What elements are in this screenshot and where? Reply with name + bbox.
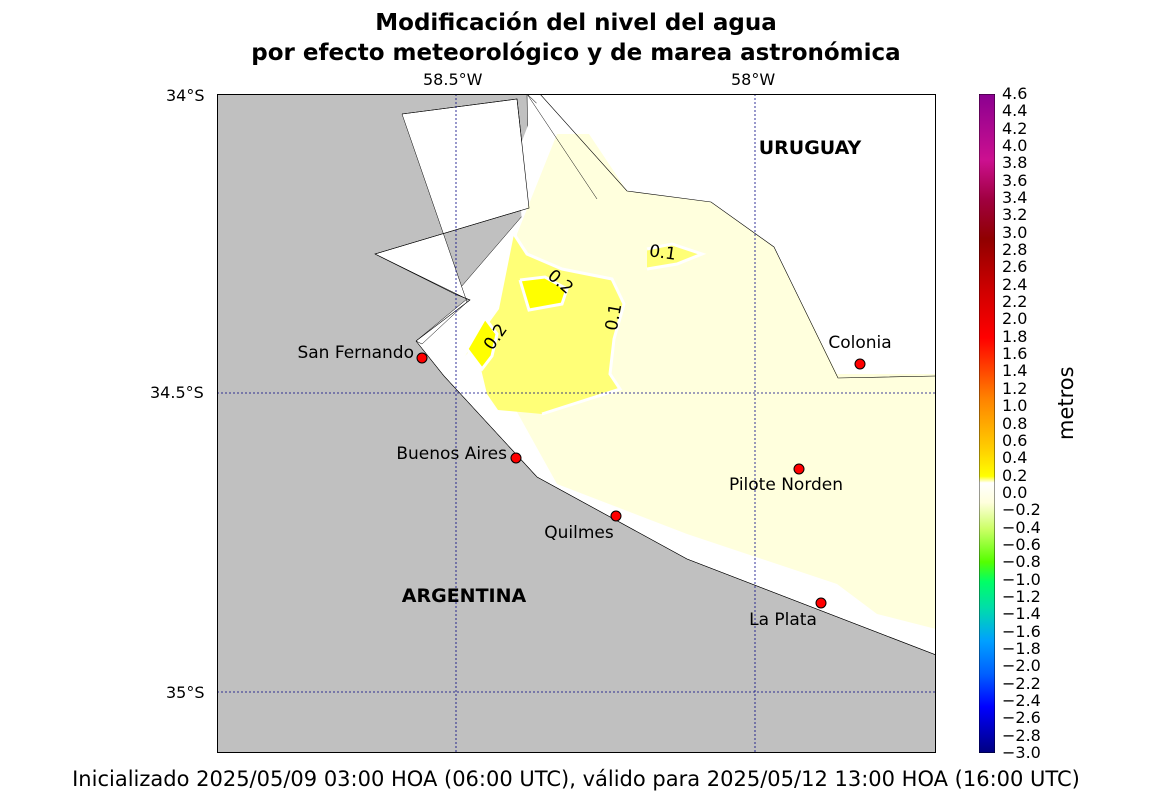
colorbar-tick-label: 1.0	[1002, 396, 1028, 416]
colorbar-scale	[979, 94, 995, 753]
coastline-argentina	[374, 98, 530, 342]
contour-line-0.2-west	[465, 315, 499, 372]
contour-fill-0.1-0.2	[465, 234, 624, 414]
colorbar-tick-label: 2.6	[1002, 257, 1028, 277]
colorbar-tick-label: −1.0	[1002, 569, 1041, 589]
colorbar-tick-label: 0.2	[1002, 465, 1028, 485]
country-label-argentina: ARGENTINA	[402, 585, 527, 607]
colorbar-tick-label: 2.2	[1002, 292, 1028, 312]
colorbar-tick-label: −1.6	[1002, 621, 1041, 641]
contour-label-0.1-east: 0.1	[648, 241, 678, 265]
footer-validity: Inicializado 2025/05/09 03:00 HOA (06:00…	[72, 767, 1080, 791]
colorbar-tick-label: −0.4	[1002, 517, 1041, 537]
lat-label-34: 34°S	[166, 86, 205, 105]
contour-line-0.2	[518, 275, 569, 312]
country-label-uruguay: URUGUAY	[759, 137, 862, 159]
colorbar	[979, 94, 995, 753]
colorbar-tick-label: 3.0	[1002, 222, 1028, 242]
colorbar-tick-label: 0.4	[1002, 448, 1028, 468]
colorbar-tick-label: 3.6	[1002, 170, 1028, 190]
colorbar-label: metros	[1054, 366, 1078, 440]
lon-label-58: 58°W	[731, 70, 776, 89]
channel-line	[526, 94, 598, 200]
colorbar-tick-label: −2.4	[1002, 690, 1041, 710]
lat-label-34-5: 34.5°S	[150, 383, 204, 402]
contour-line-0.1-east	[646, 242, 707, 271]
map-frame	[217, 94, 936, 753]
colorbar-tick-label: 0.8	[1002, 413, 1028, 433]
colorbar-tick-label: 0.6	[1002, 430, 1028, 450]
colorbar-tick-label: 3.4	[1002, 188, 1028, 208]
colorbar-tick-label: 2.4	[1002, 274, 1028, 294]
station-label-san-fernando: San Fernando	[297, 343, 414, 363]
colorbar-tick-label: 4.2	[1002, 118, 1028, 138]
contour-fill-0.2-0.3-north	[520, 277, 567, 310]
lat-label-35: 35°S	[166, 683, 205, 702]
colorbar-tick-label: 1.4	[1002, 361, 1028, 381]
station-marker-san-fernando[interactable]	[416, 352, 428, 364]
colorbar-tick-label: 0.0	[1002, 482, 1028, 502]
map-title-line1: Modificación del nivel del agua	[375, 10, 777, 36]
map-canvas[interactable]: 0.1 0.2 0.2 0.1 URUGUAY ARGENTINA San Fe…	[217, 94, 936, 753]
map-title-line2: por efecto meteorológico y de marea astr…	[251, 40, 901, 66]
station-label-buenos-aires: Buenos Aires	[396, 444, 507, 464]
colorbar-tick-label: −0.2	[1002, 500, 1041, 520]
colorbar-tick-label: 2.8	[1002, 240, 1028, 260]
station-marker-la-plata[interactable]	[815, 597, 827, 609]
colorbar-tick-label: −0.6	[1002, 534, 1041, 554]
colorbar-tick-label: −1.2	[1002, 586, 1041, 606]
colorbar-tick-label: −2.0	[1002, 656, 1041, 676]
colorbar-tick-label: −2.6	[1002, 708, 1041, 728]
colorbar-tick-label: 1.6	[1002, 344, 1028, 364]
colorbar-tick-label: 3.2	[1002, 205, 1028, 225]
colorbar-tick-label: 4.4	[1002, 101, 1028, 121]
colorbar-tick-label: 4.6	[1002, 84, 1028, 103]
colorbar-tick-label: −3.0	[1002, 743, 1041, 762]
station-label-la-plata: La Plata	[749, 610, 817, 630]
colorbar-tick-label: −2.8	[1002, 725, 1041, 745]
colorbar-tick-label: −1.4	[1002, 604, 1041, 624]
contour-line-0.1	[512, 233, 626, 416]
station-label-pilote-norden: Pilote Norden	[729, 475, 843, 495]
station-marker-quilmes[interactable]	[610, 510, 622, 522]
colorbar-tick-label: 1.2	[1002, 378, 1028, 398]
contour-fill-0-0.1	[507, 134, 936, 629]
station-marker-colonia[interactable]	[854, 358, 866, 370]
colorbar-tick-label: 3.8	[1002, 153, 1028, 173]
lon-label-58-5: 58.5°W	[423, 70, 483, 89]
coastline-argentina-south	[415, 340, 936, 656]
contour-label-0.1: 0.1	[602, 302, 626, 332]
station-marker-pilote-norden[interactable]	[793, 463, 805, 475]
station-label-colonia: Colonia	[828, 333, 891, 353]
coastline-uruguay	[539, 94, 936, 379]
colorbar-tick-label: −1.8	[1002, 638, 1041, 658]
colorbar-tick-label: 1.8	[1002, 326, 1028, 346]
colorbar-tick-label: −0.8	[1002, 552, 1041, 572]
colorbar-tick-label: −2.2	[1002, 673, 1041, 693]
colorbar-tick-label: 4.0	[1002, 136, 1028, 156]
contour-fill-0.2-0.3-west	[467, 318, 497, 369]
station-label-quilmes: Quilmes	[544, 523, 614, 543]
station-marker-buenos-aires[interactable]	[510, 452, 522, 464]
colorbar-tick-label: 2.0	[1002, 309, 1028, 329]
